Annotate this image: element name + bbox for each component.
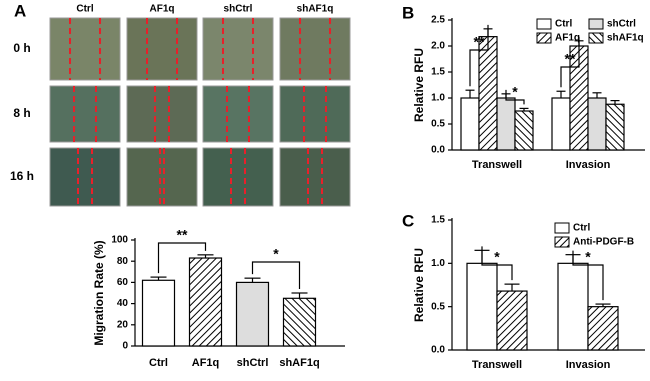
y-tick-label: 2.0 xyxy=(431,41,445,52)
legend-swatch xyxy=(588,18,604,30)
x-tick-label: Transwell xyxy=(472,159,522,171)
y-tick-label: 0.5 xyxy=(431,301,445,312)
micrograph xyxy=(49,17,121,81)
legend-label: shAF1q xyxy=(607,33,644,44)
y-tick-label: 0 xyxy=(122,341,128,352)
bar xyxy=(587,306,619,351)
micrograph xyxy=(279,147,351,207)
bar xyxy=(466,262,498,351)
bar xyxy=(235,281,270,347)
significance-bracket xyxy=(572,250,604,301)
micrograph xyxy=(279,17,351,81)
bar xyxy=(282,297,317,347)
bar xyxy=(557,262,589,351)
y-tick-label: 80 xyxy=(117,256,129,267)
legend-swatch xyxy=(554,236,570,248)
y-tick-label: 0.5 xyxy=(431,119,445,130)
significance-bracket xyxy=(251,261,301,289)
legend-swatch xyxy=(536,32,552,44)
micrograph xyxy=(202,85,274,143)
micrograph xyxy=(126,17,198,81)
y-tick-label: 40 xyxy=(117,298,129,309)
micrograph xyxy=(202,17,274,81)
panel-label: A xyxy=(14,1,26,20)
significance-label: ** xyxy=(565,51,576,67)
y-tick-label: 60 xyxy=(117,277,129,288)
x-tick-label: Invasion xyxy=(566,359,611,371)
x-tick-label: shCtrl xyxy=(237,357,269,369)
bar xyxy=(141,279,176,347)
panel-label: C xyxy=(402,211,414,230)
y-tick-label: 1.5 xyxy=(431,67,445,78)
y-axis-label: Relative RFU xyxy=(412,48,426,122)
micrograph xyxy=(126,147,198,207)
legend-label: shCtrl xyxy=(607,19,636,30)
significance-bracket xyxy=(481,246,513,281)
column-label: Ctrl xyxy=(76,4,93,15)
y-tick-label: 1.0 xyxy=(431,258,445,269)
legend-label: Anti-PDGF-B xyxy=(573,237,634,248)
legend-label: Ctrl xyxy=(555,19,572,30)
y-tick-label: 0.0 xyxy=(431,345,445,356)
row-label: 16 h xyxy=(10,169,34,183)
y-tick-label: 0.0 xyxy=(431,145,445,156)
legend-swatch xyxy=(554,222,570,234)
x-tick-label: Invasion xyxy=(566,159,611,171)
y-tick-label: 20 xyxy=(117,319,129,330)
significance-bracket xyxy=(469,24,489,87)
x-tick-label: shAF1q xyxy=(279,357,319,369)
micrograph xyxy=(49,147,121,207)
bar xyxy=(188,257,223,347)
legend-label: Ctrl xyxy=(573,223,590,234)
column-label: AF1q xyxy=(150,4,175,15)
bar xyxy=(551,97,571,151)
x-tick-label: Transwell xyxy=(472,359,522,371)
significance-bracket xyxy=(560,36,580,88)
bar xyxy=(514,110,534,151)
row-label: 8 h xyxy=(13,106,30,120)
significance-label: * xyxy=(585,249,591,265)
x-tick-label: Ctrl xyxy=(149,357,168,369)
micrograph xyxy=(202,147,274,207)
y-tick-label: 1.5 xyxy=(431,215,445,226)
significance-label: * xyxy=(512,84,518,100)
micrograph xyxy=(49,85,121,143)
bar xyxy=(460,97,480,151)
bar xyxy=(605,103,625,151)
row-label: 0 h xyxy=(13,41,30,55)
significance-bracket xyxy=(157,242,207,274)
y-axis-label: Migration Rate (%) xyxy=(92,240,106,345)
bar xyxy=(496,290,528,351)
micrograph xyxy=(126,85,198,143)
y-tick-label: 2.5 xyxy=(431,15,445,26)
x-tick-label: AF1q xyxy=(192,357,220,369)
significance-label: * xyxy=(273,246,279,262)
micrograph xyxy=(279,85,351,143)
legend-label: AF1q xyxy=(555,33,580,44)
significance-bracket xyxy=(505,89,525,105)
bar xyxy=(587,97,607,151)
column-label: shCtrl xyxy=(224,4,253,15)
column-label: shAF1q xyxy=(297,4,334,15)
legend-swatch xyxy=(536,18,552,30)
y-axis-label: Relative RFU xyxy=(412,248,426,322)
significance-label: * xyxy=(494,249,500,265)
significance-label: ** xyxy=(474,34,485,50)
y-tick-label: 1.0 xyxy=(431,93,445,104)
y-tick-label: 100 xyxy=(111,235,128,246)
legend-swatch xyxy=(588,32,604,44)
bar xyxy=(478,36,498,151)
panel-label: B xyxy=(402,3,414,22)
significance-label: ** xyxy=(177,227,188,243)
bar xyxy=(496,97,516,151)
